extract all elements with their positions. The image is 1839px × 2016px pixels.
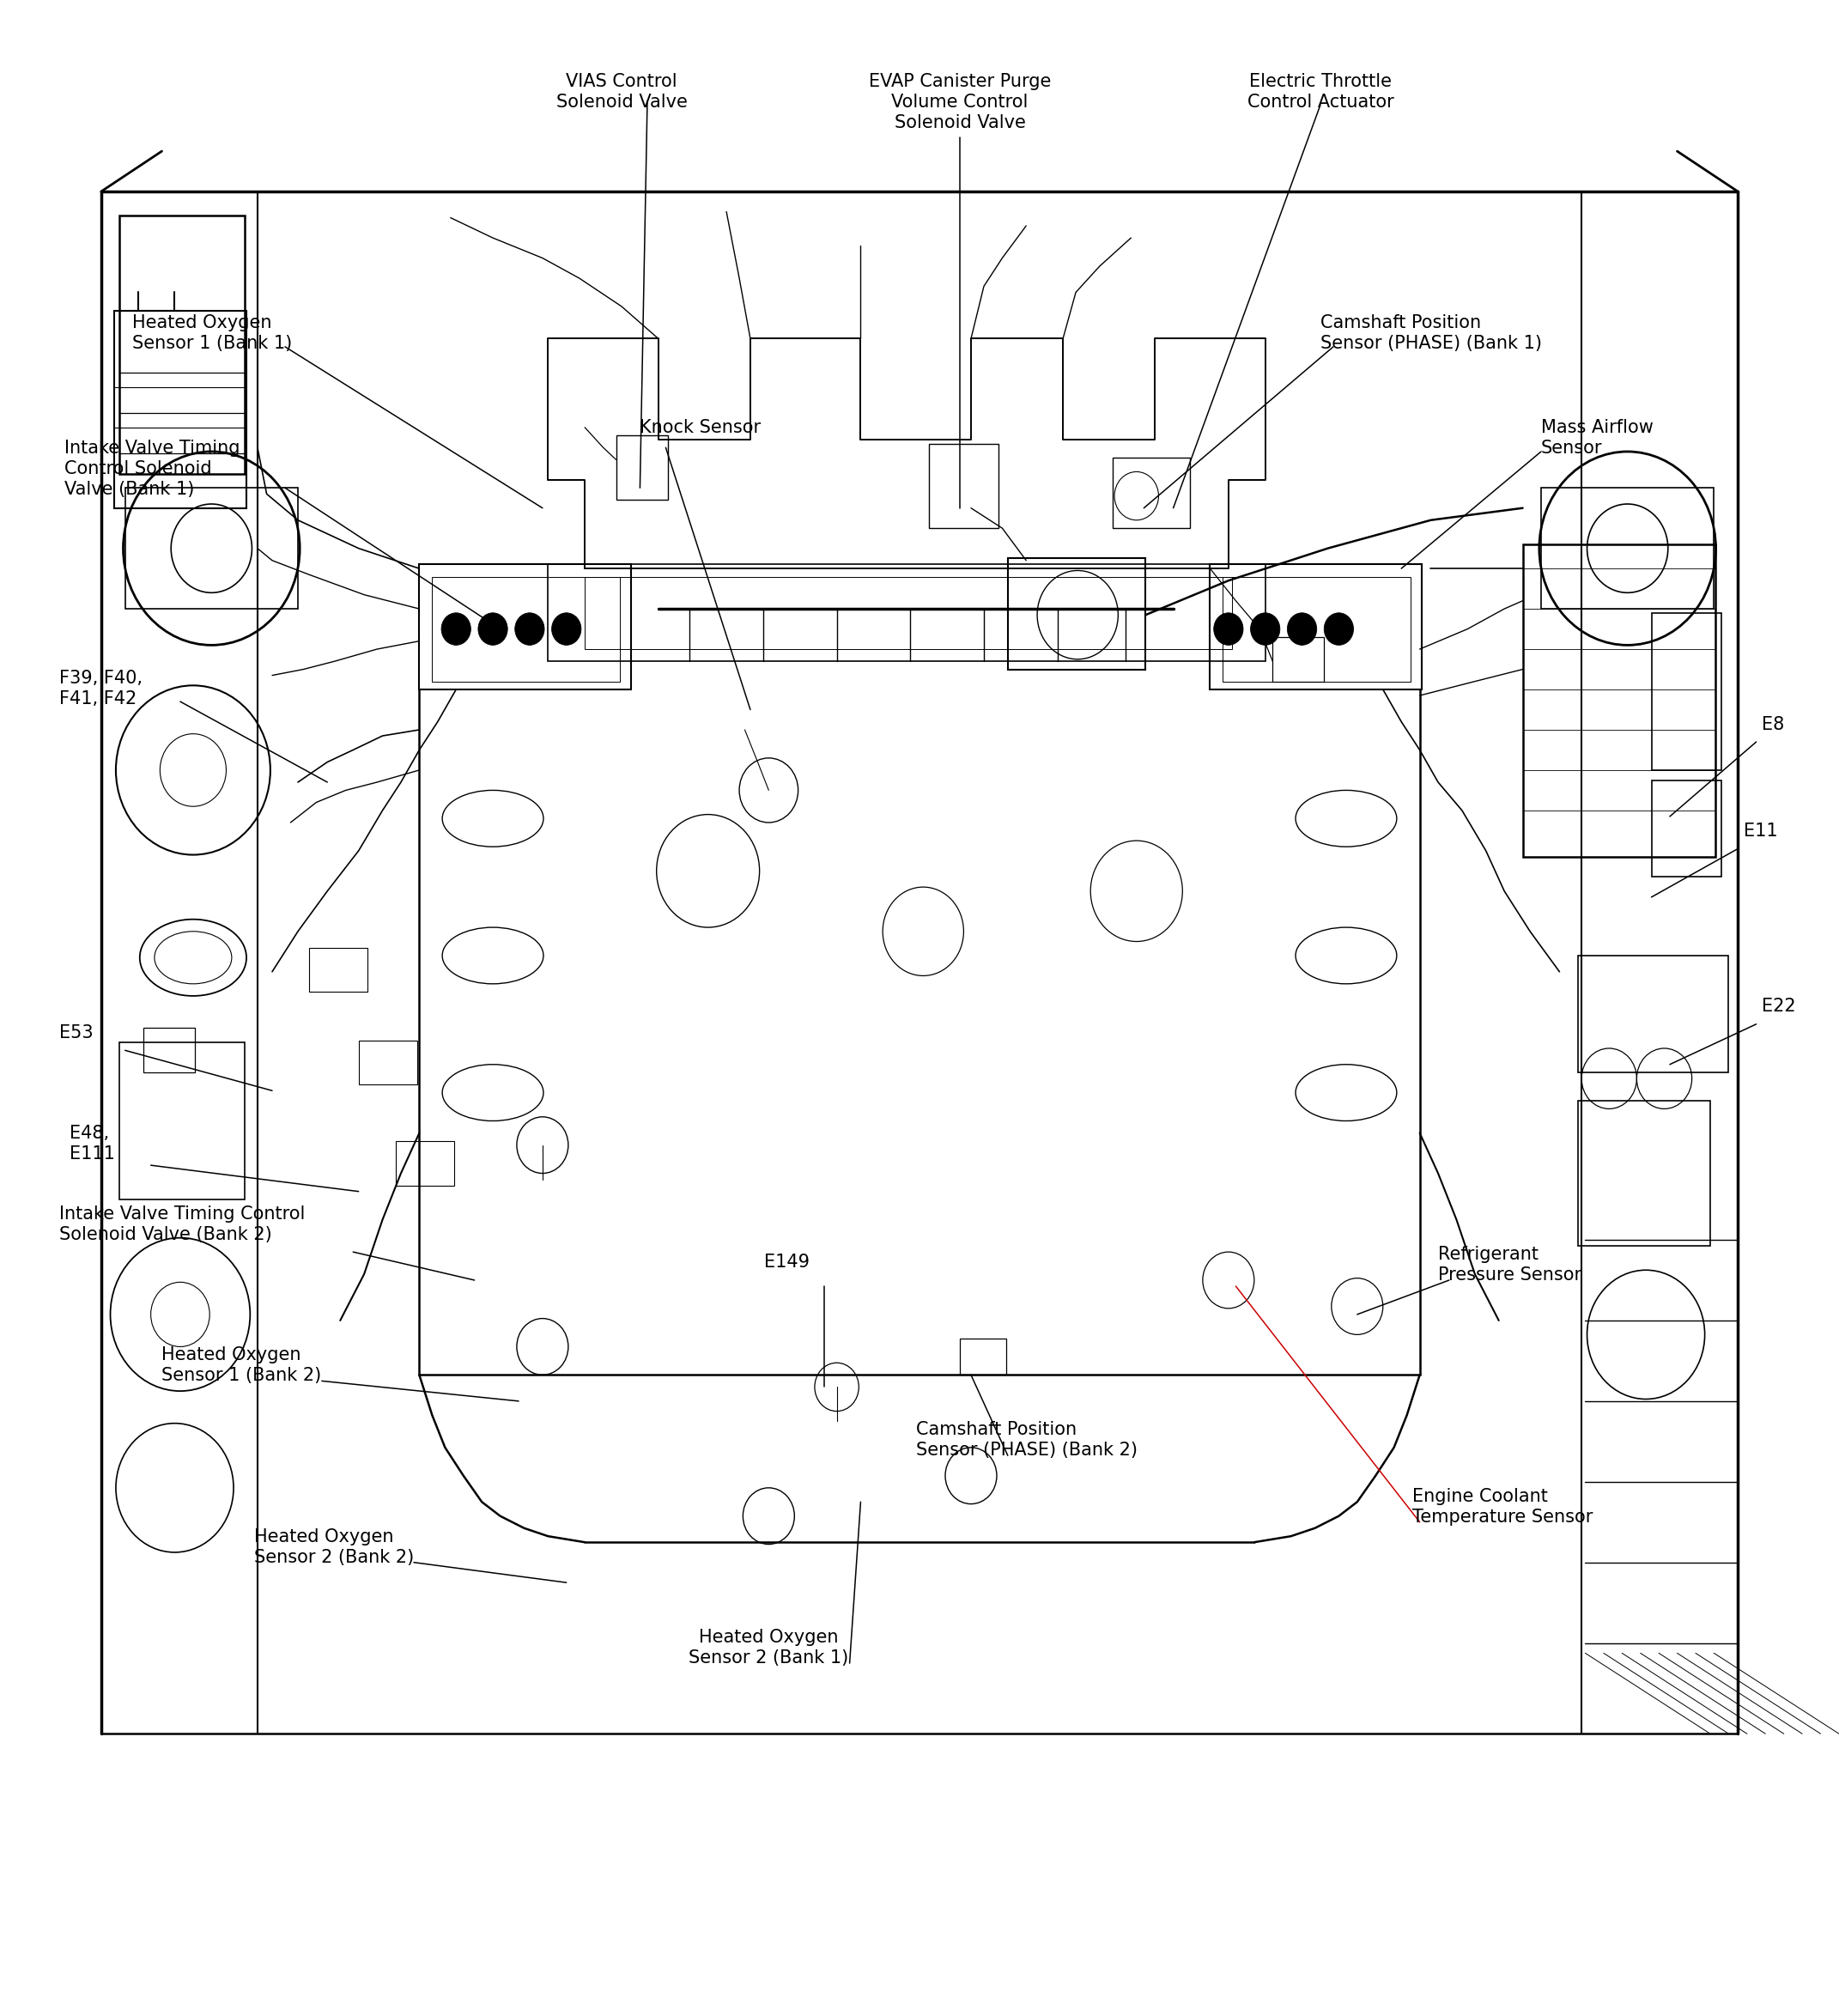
Text: E22: E22 (1762, 998, 1795, 1016)
Bar (419, 564, 631, 689)
Text: E48,
E111: E48, E111 (70, 1125, 116, 1163)
Bar (309, 948, 368, 992)
Text: Heated Oxygen
Sensor 1 (Bank 1): Heated Oxygen Sensor 1 (Bank 1) (132, 314, 292, 353)
Text: EVAP Canister Purge
Volume Control
Solenoid Valve: EVAP Canister Purge Volume Control Solen… (868, 73, 1052, 131)
Bar (1273, 637, 1324, 681)
Text: Camshaft Position
Sensor (PHASE) (Bank 2): Camshaft Position Sensor (PHASE) (Bank 2… (916, 1421, 1137, 1460)
Bar (616, 435, 668, 500)
Bar (125, 488, 298, 609)
Circle shape (1287, 613, 1317, 645)
Text: E149: E149 (765, 1254, 809, 1272)
Text: Refrigerant
Pressure Sensor: Refrigerant Pressure Sensor (1438, 1246, 1582, 1284)
Bar (1008, 558, 1146, 669)
Circle shape (1214, 613, 1243, 645)
Text: E11: E11 (1743, 823, 1776, 841)
Bar (1523, 544, 1716, 857)
Text: Camshaft Position
Sensor (PHASE) (Bank 1): Camshaft Position Sensor (PHASE) (Bank 1… (1320, 314, 1541, 353)
Bar (548, 564, 1265, 661)
Text: Heated Oxygen
Sensor 2 (Bank 2): Heated Oxygen Sensor 2 (Bank 2) (254, 1528, 414, 1566)
Text: Knock Sensor: Knock Sensor (640, 419, 761, 437)
Text: Electric Throttle
Control Actuator: Electric Throttle Control Actuator (1247, 73, 1394, 111)
Text: VIAS Control
Solenoid Valve: VIAS Control Solenoid Valve (555, 73, 688, 111)
Bar (1651, 780, 1721, 877)
Circle shape (515, 613, 544, 645)
Bar (143, 1028, 195, 1073)
Text: Heated Oxygen
Sensor 2 (Bank 1): Heated Oxygen Sensor 2 (Bank 1) (690, 1629, 848, 1667)
Bar (1541, 488, 1714, 609)
Bar (1578, 956, 1729, 1073)
Bar (1578, 1101, 1710, 1246)
Bar (960, 1339, 1006, 1375)
Text: Intake Valve Timing
Control Solenoid
Valve (Bank 1): Intake Valve Timing Control Solenoid Val… (64, 439, 239, 498)
Bar (120, 1042, 245, 1200)
Bar (120, 216, 245, 474)
Bar (1651, 613, 1721, 770)
Bar (359, 1040, 417, 1085)
Circle shape (1251, 613, 1280, 645)
Text: Engine Coolant
Temperature Sensor: Engine Coolant Temperature Sensor (1412, 1488, 1593, 1526)
Circle shape (1324, 613, 1354, 645)
Text: Heated Oxygen
Sensor 1 (Bank 2): Heated Oxygen Sensor 1 (Bank 2) (162, 1347, 322, 1385)
Text: F39, F40,
F41, F42: F39, F40, F41, F42 (59, 669, 142, 708)
Circle shape (478, 613, 508, 645)
Bar (929, 444, 999, 528)
Text: Intake Valve Timing Control
Solenoid Valve (Bank 2): Intake Valve Timing Control Solenoid Val… (59, 1206, 305, 1244)
Circle shape (441, 613, 471, 645)
Bar (1210, 564, 1422, 689)
Circle shape (552, 613, 581, 645)
Text: Mass Airflow
Sensor: Mass Airflow Sensor (1541, 419, 1653, 458)
Bar (585, 577, 1232, 649)
Text: E53: E53 (59, 1024, 92, 1042)
Bar (114, 310, 246, 508)
Bar (395, 1141, 454, 1185)
Bar (432, 577, 620, 681)
Text: E8: E8 (1762, 716, 1784, 734)
Bar (1113, 458, 1190, 528)
Bar (1223, 577, 1411, 681)
